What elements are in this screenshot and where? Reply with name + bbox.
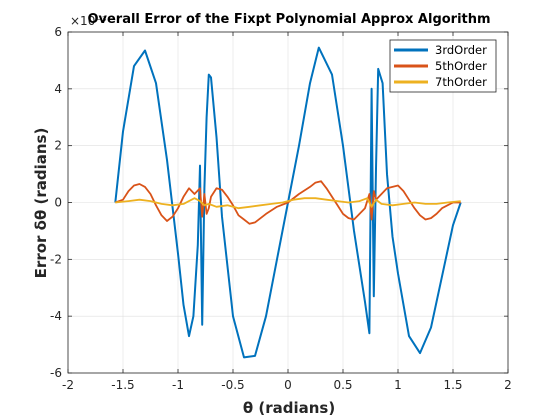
x-tick-label: -0.5 — [221, 378, 244, 392]
x-tick-label: -2 — [62, 378, 74, 392]
series-line-7thorder — [115, 197, 461, 210]
legend-label-3rdorder: 3rdOrder — [435, 43, 487, 57]
axis-ticks — [67, 31, 509, 374]
x-tick-label: 2 — [504, 378, 512, 392]
legend-label-5thorder: 5thOrder — [435, 59, 487, 73]
legend-label-7thorder: 7thOrder — [435, 75, 487, 89]
x-tick-label: 0.5 — [333, 378, 352, 392]
x-tick-label: 0 — [284, 378, 292, 392]
y-tick-label: 2 — [54, 139, 62, 153]
y-axis-label: Error δθ (radians) — [32, 128, 50, 279]
chart-title: Overall Error of the Fixpt Polynomial Ap… — [87, 12, 490, 27]
x-tick-label: 1.5 — [443, 378, 462, 392]
y-tick-labels: -6 -4 -2 0 2 4 6 — [50, 25, 62, 380]
x-tick-label: -1 — [172, 378, 184, 392]
x-tick-labels: -2 -1.5 -1 -0.5 0 0.5 1 1.5 2 — [62, 378, 512, 392]
y-tick-label: -2 — [50, 252, 62, 266]
y-tick-label: 4 — [54, 82, 62, 96]
y-exponent-label: ×10⁻³ — [70, 14, 107, 28]
y-tick-label: -6 — [50, 366, 62, 380]
legend: 3rdOrder 5thOrder 7thOrder — [389, 39, 497, 93]
y-tick-label: -4 — [50, 309, 62, 323]
y-tick-label: 6 — [54, 25, 62, 39]
y-tick-label: 0 — [54, 196, 62, 210]
x-axis-label: θ (radians) — [243, 399, 335, 417]
x-tick-label: 1 — [394, 378, 402, 392]
x-tick-label: -1.5 — [111, 378, 134, 392]
series-layer — [114, 46, 462, 359]
series-line-5thorder — [114, 180, 461, 225]
series-line-3rdorder — [114, 46, 462, 359]
